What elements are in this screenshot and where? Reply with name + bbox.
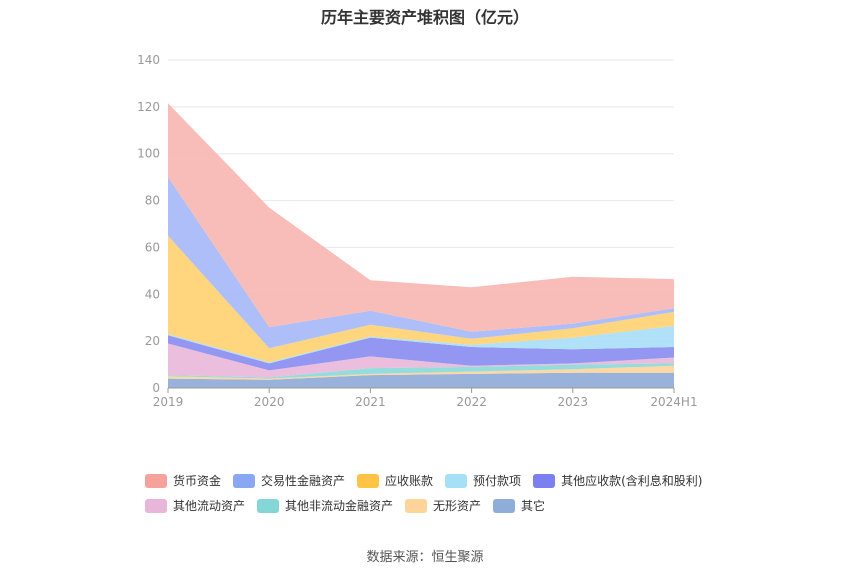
x-tick-label: 2023 [558, 395, 589, 409]
area-4 [168, 335, 674, 371]
legend-label: 无形资产 [433, 499, 482, 513]
legend-item[interactable]: 货币资金 [145, 472, 221, 489]
y-tick-label: 40 [145, 287, 160, 301]
y-tick-label: 140 [137, 53, 160, 67]
legend-swatch [233, 473, 256, 488]
y-tick-label: 20 [145, 334, 160, 348]
axes: 0 20 40 60 80 100 120 140 2019 2020 2021 2022 2023 20… [137, 53, 698, 409]
legend-item[interactable]: 应收账款 [357, 472, 433, 489]
legend-swatch [357, 473, 380, 488]
legend-label: 应收账款 [385, 474, 434, 488]
legend-item[interactable]: 交易性金融资产 [233, 472, 345, 489]
legend-swatch [445, 473, 468, 488]
x-tick-label: 2020 [254, 395, 285, 409]
legend-item[interactable]: 预付款项 [445, 472, 521, 489]
legend-swatch [533, 473, 556, 488]
legend-item[interactable]: 无形资产 [405, 497, 481, 514]
legend-item[interactable]: 其他流动资产 [145, 497, 245, 514]
x-tick-label: 2019 [153, 395, 184, 409]
x-tick-label: 2024H1 [650, 395, 697, 409]
legend-label: 其他应收款(含利息和股利) [561, 474, 703, 488]
legend-swatch [493, 498, 516, 513]
chart-title: 历年主要资产堆积图（亿元） [320, 8, 529, 27]
legend-swatch [145, 498, 167, 513]
legend-item[interactable]: 其它 [493, 497, 545, 514]
area-3 [168, 343, 674, 378]
area-2 [168, 363, 674, 379]
legend: 货币资金 交易性金融资产 应收账款 预付款项 其他应收款(含利息和股利) 其他流动资产 其他… [145, 472, 745, 522]
x-tick-label: 2022 [456, 395, 487, 409]
area-6 [168, 235, 674, 363]
y-tick-label: 100 [137, 147, 160, 161]
legend-label: 其它 [521, 499, 546, 513]
x-tick-label: 2021 [355, 395, 386, 409]
legend-item[interactable]: 其他应收款(含利息和股利) [533, 472, 702, 489]
y-tick-label: 0 [152, 381, 160, 395]
stacked-area-chart: 0 20 40 60 80 100 120 140 2019 2020 2021 2022 2023 20… [137, 53, 698, 409]
legend-label: 交易性金融资产 [261, 474, 346, 488]
y-tick-label: 60 [145, 240, 160, 254]
legend-swatch [257, 498, 280, 513]
y-tick-label: 120 [137, 100, 160, 114]
area-0 [168, 372, 674, 388]
data-source: 数据来源：恒生聚源 [366, 550, 484, 565]
legend-label: 其他流动资产 [173, 499, 246, 513]
legend-label: 其他非流动金融资产 [285, 499, 394, 513]
area-series [168, 103, 674, 388]
legend-label: 货币资金 [173, 474, 222, 488]
y-tick-label: 80 [145, 194, 160, 208]
legend-swatch [145, 473, 167, 488]
legend-swatch [405, 498, 428, 513]
area-5 [168, 325, 674, 364]
legend-label: 预付款项 [473, 474, 522, 488]
legend-item[interactable]: 其他非流动金融资产 [257, 497, 393, 514]
area-8 [168, 103, 674, 332]
